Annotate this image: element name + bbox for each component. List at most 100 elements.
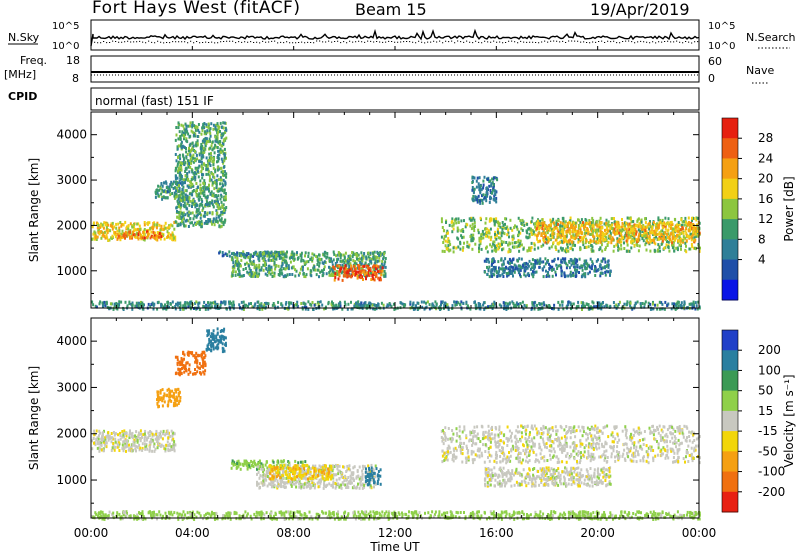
power-echo-cell bbox=[282, 250, 285, 254]
power-echo-cell bbox=[211, 199, 214, 203]
power-echo-cell bbox=[454, 303, 457, 307]
power-echo-cell bbox=[451, 230, 454, 234]
power-echo-cell bbox=[174, 193, 177, 197]
power-echo-cell bbox=[249, 258, 251, 262]
power-echo-cell bbox=[284, 254, 287, 258]
power-echo-cell bbox=[311, 256, 314, 260]
power-echo-cell bbox=[667, 240, 670, 244]
power-echo-cell bbox=[684, 229, 687, 232]
power-echo-cell bbox=[491, 249, 494, 253]
power-echo-cell bbox=[621, 218, 623, 221]
power-echo-cell bbox=[103, 221, 106, 225]
power-echo-cell bbox=[347, 302, 350, 306]
power-echo-cell bbox=[334, 276, 337, 280]
power-echo-cell bbox=[164, 190, 167, 194]
power-echo-cell bbox=[290, 252, 293, 256]
power-echo-cell bbox=[383, 252, 386, 256]
power-echo-cell bbox=[197, 128, 200, 132]
power-echo-cell bbox=[674, 307, 677, 311]
power-echo-cell bbox=[281, 262, 284, 265]
power-echo-cell bbox=[580, 264, 583, 268]
power-echo-cell bbox=[238, 275, 241, 278]
power-echo-cell bbox=[572, 229, 575, 233]
power-echo-cell bbox=[467, 245, 470, 249]
power-echo-cell bbox=[215, 138, 218, 142]
power-echo-cell bbox=[156, 188, 159, 192]
power-echo-cell bbox=[215, 145, 218, 149]
power-echo-cell bbox=[198, 223, 201, 227]
power-echo-cell bbox=[544, 240, 547, 244]
power-echo-cell bbox=[625, 233, 628, 237]
power-echo-cell bbox=[231, 256, 234, 260]
power-echo-cell bbox=[201, 176, 204, 180]
power-echo-cell bbox=[691, 216, 693, 220]
power-echo-cell bbox=[496, 274, 499, 278]
power-echo-cell bbox=[448, 223, 451, 227]
power-echo-cell bbox=[189, 199, 192, 203]
power-echo-cell bbox=[165, 226, 168, 230]
power-echo-cell bbox=[246, 270, 249, 274]
power-echo-cell bbox=[228, 300, 230, 304]
power-echo-cell bbox=[451, 219, 454, 223]
power-echo-cell bbox=[692, 230, 695, 234]
power-echo-cell bbox=[210, 220, 213, 224]
power-echo-cell bbox=[248, 302, 250, 306]
power-echo-cell bbox=[115, 226, 118, 230]
power-echo-cell bbox=[659, 233, 662, 237]
power-echo-cell bbox=[251, 305, 254, 309]
power-echo-cell bbox=[202, 193, 205, 197]
power-echo-cell bbox=[482, 303, 485, 307]
power-echo-cell bbox=[586, 227, 589, 230]
power-echo-cell bbox=[202, 124, 205, 128]
power-echo-cell bbox=[621, 237, 624, 240]
power-echo-cell bbox=[566, 249, 569, 253]
power-echo-cell bbox=[301, 307, 304, 311]
power-echo-cell bbox=[349, 262, 352, 266]
power-echo-cell bbox=[492, 177, 495, 181]
power-echo-cell bbox=[512, 266, 515, 270]
power-echo-cell bbox=[186, 130, 189, 134]
power-echo-cell bbox=[197, 302, 200, 306]
power-echo-cell bbox=[495, 196, 498, 200]
power-echo-cell bbox=[632, 220, 635, 223]
power-echo-cell bbox=[685, 221, 688, 224]
power-echo-cell bbox=[582, 302, 585, 306]
power-echo-cell bbox=[176, 303, 179, 307]
power-echo-cell bbox=[534, 225, 537, 229]
power-echo-cell bbox=[592, 239, 595, 243]
power-echo-cell bbox=[356, 254, 359, 258]
power-echo-cell bbox=[620, 234, 623, 238]
power-echo-cell bbox=[285, 264, 288, 268]
power-echo-cell bbox=[323, 267, 325, 271]
power-echo-cell bbox=[152, 230, 155, 234]
power-echo-cell bbox=[664, 225, 667, 229]
power-echo-cell bbox=[342, 253, 345, 257]
power-echo-cell bbox=[601, 271, 604, 275]
power-echo-cell bbox=[616, 237, 619, 241]
power-echo-cell bbox=[568, 260, 571, 263]
power-echo-cell bbox=[557, 222, 559, 226]
power-echo-cell bbox=[133, 222, 135, 226]
power-echo-cell bbox=[307, 255, 310, 258]
power-echo-cell bbox=[358, 265, 361, 269]
power-echo-cell bbox=[127, 233, 130, 237]
power-echo-cell bbox=[208, 129, 211, 133]
power-echo-cell bbox=[580, 301, 583, 305]
power-echo-cell bbox=[353, 262, 356, 266]
power-echo-cell bbox=[509, 250, 512, 253]
power-echo-cell bbox=[537, 240, 540, 244]
power-echo-cell bbox=[188, 170, 191, 174]
power-echo-cell bbox=[192, 217, 195, 221]
power-echo-cell bbox=[277, 254, 279, 258]
power-echo-cell bbox=[208, 152, 211, 156]
power-echo-cell bbox=[605, 236, 607, 240]
power-echo-cell bbox=[483, 270, 486, 274]
power-echo-cell bbox=[537, 307, 540, 311]
power-echo-cell bbox=[473, 187, 476, 191]
power-echo-cell bbox=[171, 235, 174, 239]
power-echo-cell bbox=[257, 300, 260, 304]
power-echo-cell bbox=[339, 304, 342, 308]
power-echo-cell bbox=[575, 274, 578, 278]
power-echo-cell bbox=[420, 300, 423, 304]
power-echo-cell bbox=[551, 236, 554, 240]
